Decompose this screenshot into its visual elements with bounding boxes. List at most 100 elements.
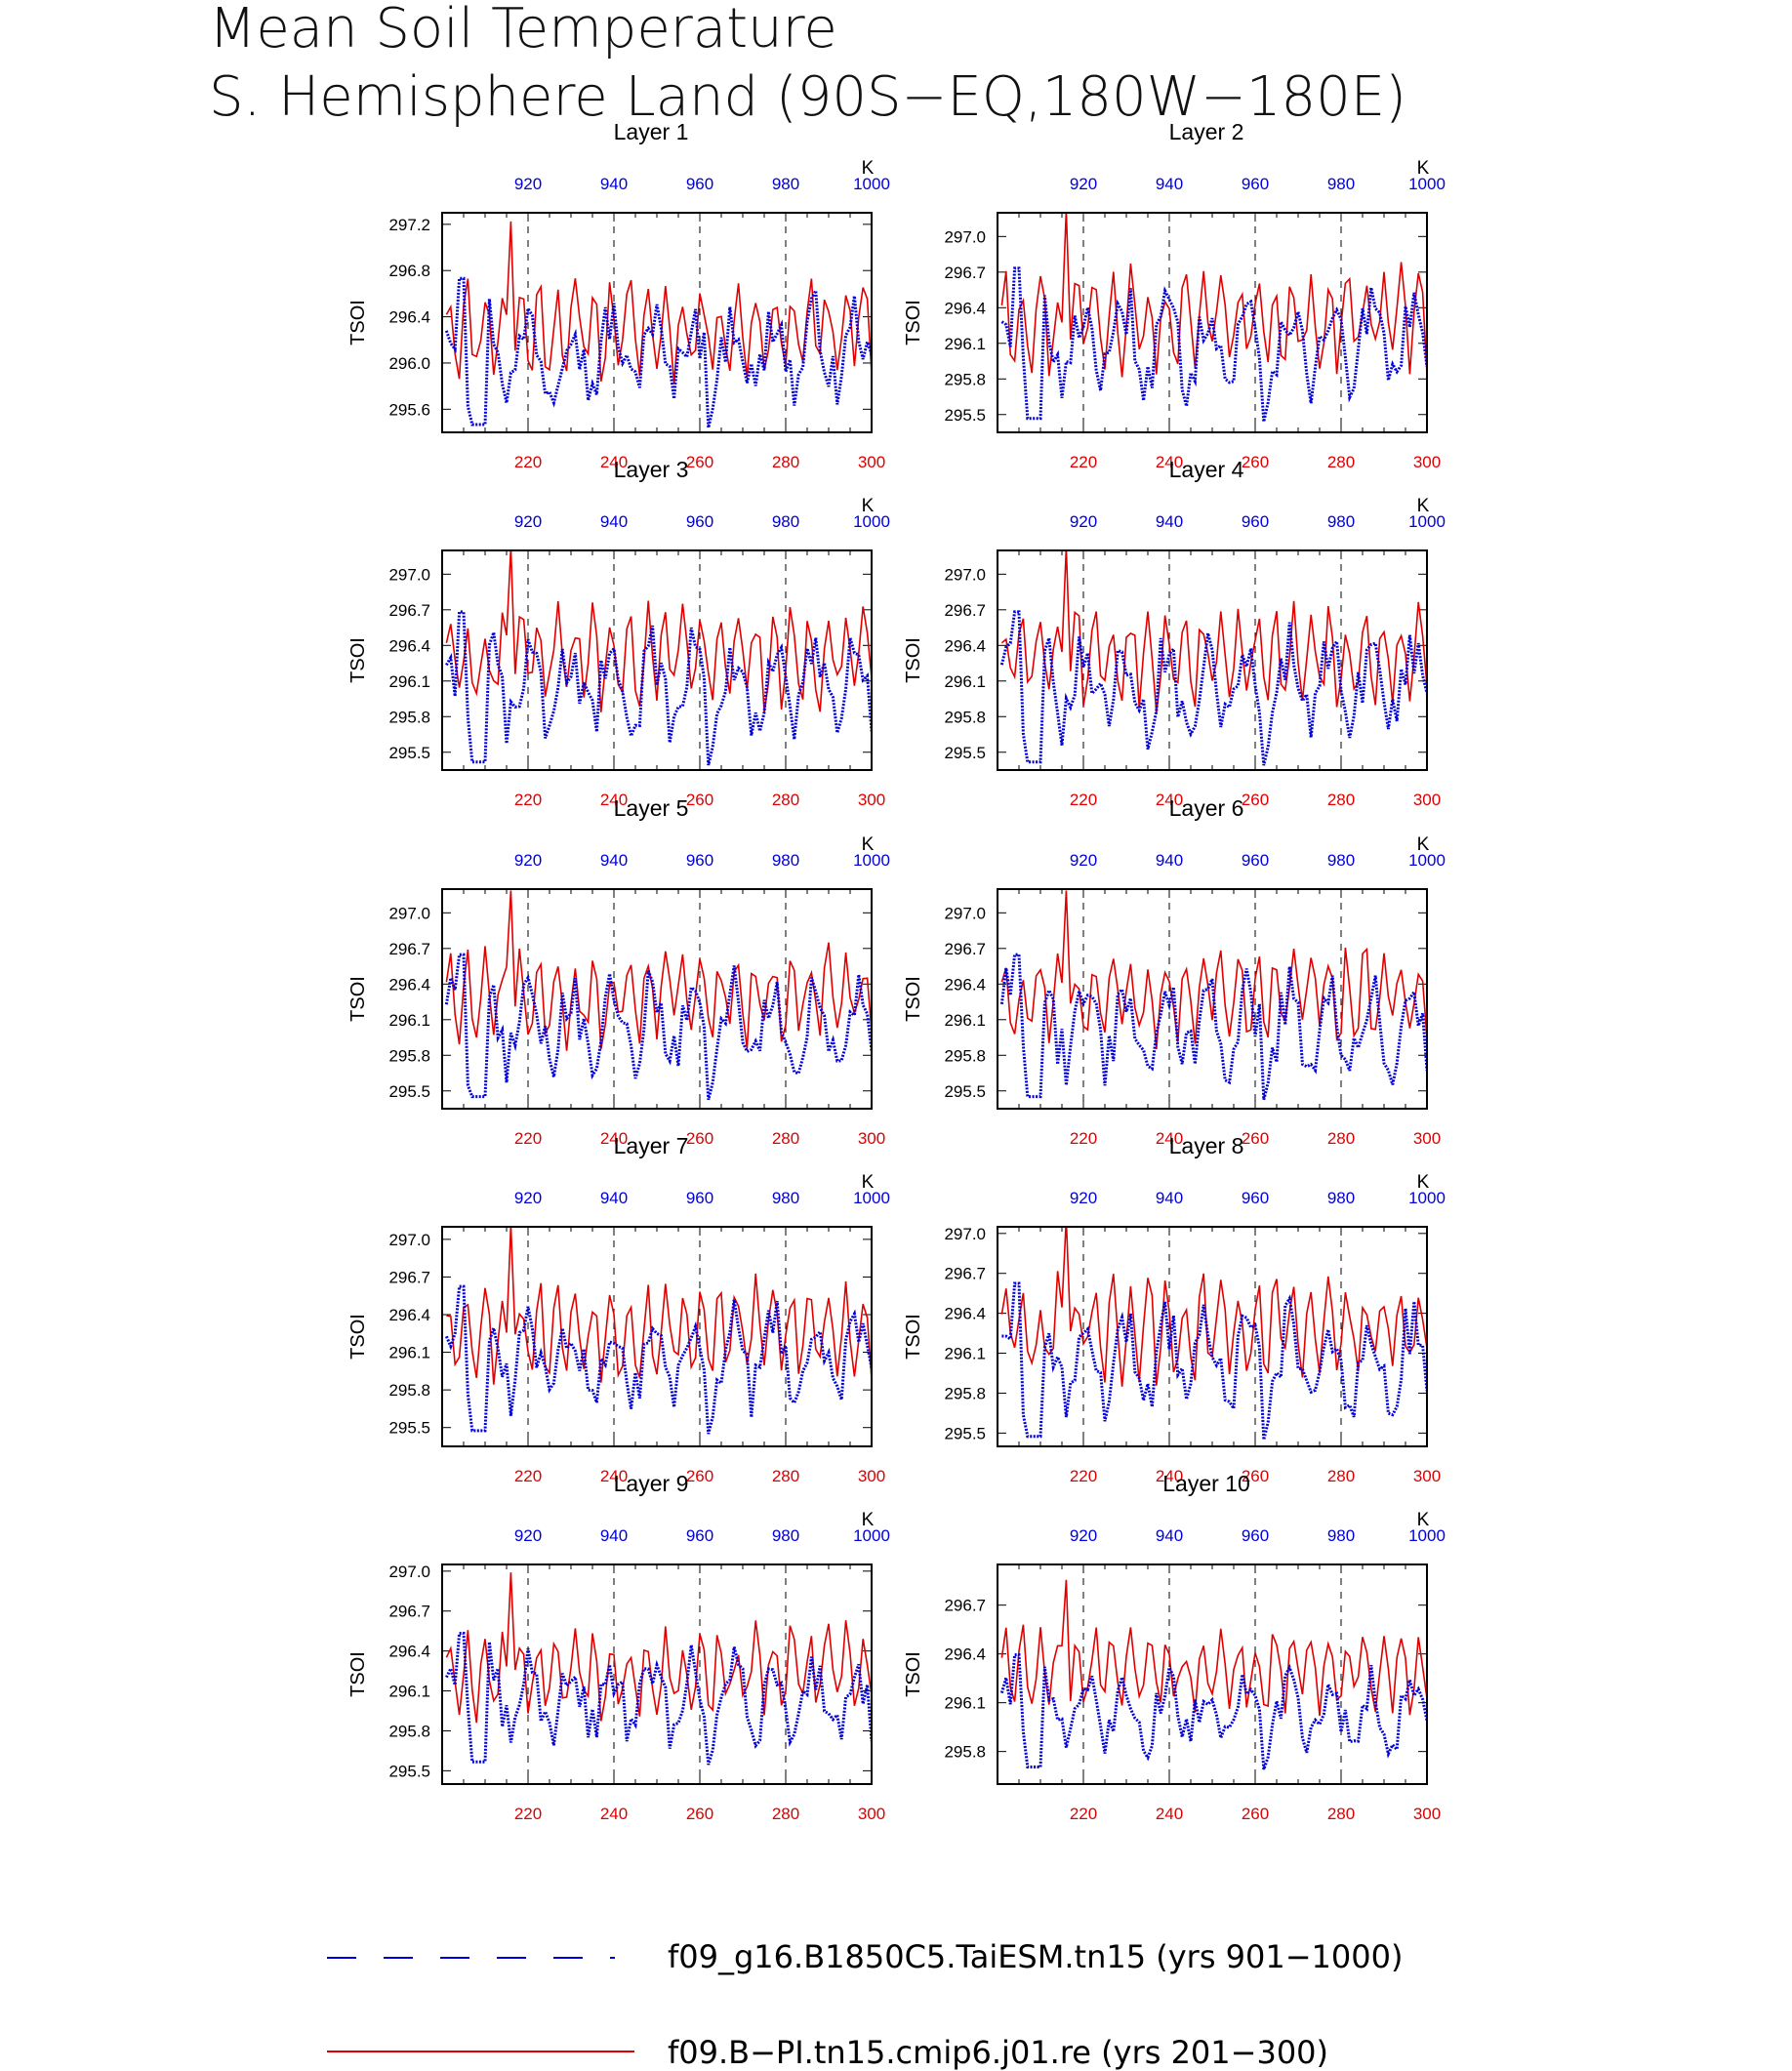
series-line-red	[1000, 1579, 1427, 1717]
x-tick-label-bottom: 260	[686, 1467, 713, 1485]
x-tick-label-top: 960	[686, 851, 713, 870]
y-axis-label: TSOI	[903, 976, 924, 1022]
y-tick-label: 295.5	[944, 1424, 986, 1442]
x-tick-label-top: 1000	[1408, 175, 1446, 193]
x-tick-label-bottom: 280	[772, 1129, 799, 1148]
x-tick-label-bottom: 240	[1156, 1805, 1183, 1823]
y-tick-label: 297.0	[388, 1563, 430, 1581]
x-tick-label-bottom: 220	[514, 1129, 542, 1148]
plot-frame	[997, 549, 1428, 771]
series-line-blue	[445, 610, 872, 766]
x-tick-label-bottom: 240	[600, 1129, 628, 1148]
y-axis-label: TSOI	[347, 300, 369, 345]
panel-title: Layer 9	[614, 1471, 689, 1496]
x-tick-label-top: 960	[686, 1526, 713, 1545]
x-tick-label-bottom: 300	[1413, 453, 1441, 471]
x-tick-label-top: 920	[1070, 1189, 1097, 1207]
series-line-blue	[999, 1653, 1427, 1770]
y-tick-label: 296.4	[944, 975, 986, 994]
unit-label: K	[1417, 158, 1430, 179]
y-tick-label: 296.7	[388, 1603, 430, 1621]
y-tick-label: 295.6	[388, 400, 430, 419]
x-tick-label-top: 920	[1070, 175, 1097, 193]
plot-frame	[441, 888, 873, 1110]
x-tick-label-bottom: 240	[1156, 1467, 1183, 1485]
x-tick-label-top: 920	[514, 1189, 542, 1207]
x-tick-label-top: 920	[514, 1526, 542, 1545]
y-tick-label: 295.8	[388, 1046, 430, 1065]
y-tick-label: 296.7	[944, 1597, 986, 1615]
y-tick-label: 296.4	[388, 308, 430, 327]
y-tick-label: 296.0	[388, 354, 430, 373]
x-tick-label-bottom: 220	[514, 1805, 542, 1823]
x-tick-label-top: 980	[1327, 512, 1355, 531]
panel-title: Layer 4	[1169, 457, 1244, 482]
x-tick-label-top: 960	[686, 175, 713, 193]
series-line-red	[446, 1227, 872, 1385]
series-line-blue	[1000, 266, 1427, 423]
x-tick-label-top: 1000	[1408, 512, 1446, 531]
panel-layer-8: Layer 8 K 220 240 260 280 300 920 940 960 980 1000 2…	[903, 1133, 1446, 1485]
series-line-blue	[444, 953, 872, 1101]
series-line-blue	[444, 276, 872, 428]
panel-title: Layer 1	[614, 119, 689, 144]
x-tick-label-top: 1000	[1408, 1189, 1446, 1207]
x-tick-label-bottom: 300	[1413, 1805, 1441, 1823]
x-tick-label-bottom: 300	[858, 1129, 885, 1148]
x-tick-label-top: 1000	[853, 1189, 890, 1207]
x-tick-label-top: 980	[1327, 1189, 1355, 1207]
x-tick-label-bottom: 240	[600, 1805, 628, 1823]
x-tick-label-bottom: 260	[1242, 453, 1269, 471]
panel-layer-5: Layer 5 K 220 240 260 280 300 920 940 960 980 1000 2…	[347, 795, 890, 1148]
y-tick-label: 296.1	[944, 1011, 986, 1030]
x-tick-label-top: 980	[772, 175, 799, 193]
y-tick-label: 296.4	[944, 1305, 986, 1323]
plot-frame	[997, 1563, 1428, 1785]
y-tick-label: 295.8	[944, 1384, 986, 1402]
x-tick-label-bottom: 240	[600, 791, 628, 809]
x-tick-label-top: 920	[1070, 1526, 1097, 1545]
x-tick-label-top: 960	[686, 1189, 713, 1207]
series-line-blue	[1001, 1281, 1427, 1441]
y-axis-label: TSOI	[903, 1314, 924, 1360]
series-line-red	[445, 221, 872, 385]
x-tick-label-bottom: 300	[858, 453, 885, 471]
x-tick-label-bottom: 260	[686, 1805, 713, 1823]
x-tick-label-top: 1000	[853, 175, 890, 193]
x-tick-label-bottom: 220	[1070, 1129, 1097, 1148]
x-tick-label-bottom: 260	[686, 1129, 713, 1148]
y-axis-label: TSOI	[347, 1651, 369, 1697]
x-tick-label-top: 980	[772, 1189, 799, 1207]
y-tick-label: 295.5	[944, 744, 986, 762]
x-tick-label-bottom: 280	[1327, 1129, 1355, 1148]
y-tick-label: 295.5	[388, 1419, 430, 1438]
panel-title: Layer 7	[614, 1133, 689, 1158]
panel-layer-2: Layer 2 K 220 240 260 280 300 920 940 960 980 1000 2…	[903, 119, 1446, 471]
panel-layer-3: Layer 3 K 220 240 260 280 300 920 940 960 980 1000 2…	[347, 457, 890, 809]
series-line-red	[1000, 213, 1427, 378]
y-tick-label: 296.4	[388, 636, 430, 655]
series-line-blue	[445, 1632, 872, 1766]
plot-frame	[441, 549, 873, 771]
y-tick-label: 296.1	[388, 672, 430, 691]
x-tick-label-bottom: 280	[772, 1805, 799, 1823]
x-tick-label-bottom: 260	[1242, 791, 1269, 809]
y-tick-label: 296.4	[388, 1306, 430, 1324]
x-tick-label-bottom: 220	[514, 791, 542, 809]
y-tick-label: 296.7	[388, 1268, 430, 1286]
y-tick-label: 295.8	[388, 1722, 430, 1740]
legend-label-red: f09.B−PI.tn15.cmip6.j01.re (yrs 201−300)	[668, 2034, 1328, 2071]
y-tick-label: 296.7	[944, 601, 986, 620]
figure-title-line-1: Mean Soil Temperature	[209, 0, 837, 61]
y-tick-label: 297.0	[944, 1225, 986, 1243]
plot-frame	[997, 212, 1428, 433]
panel-title: Layer 8	[1169, 1133, 1244, 1158]
y-tick-label: 296.7	[944, 264, 986, 282]
plot-frame	[997, 888, 1428, 1110]
plot-frame	[441, 212, 873, 433]
plot-frame	[441, 1226, 873, 1447]
y-tick-label: 296.7	[944, 1265, 986, 1283]
x-tick-label-bottom: 300	[858, 1467, 885, 1485]
y-tick-label: 296.4	[944, 299, 986, 317]
panel-layer-6: Layer 6 K 220 240 260 280 300 920 940 960 980 1000 2…	[903, 795, 1446, 1148]
